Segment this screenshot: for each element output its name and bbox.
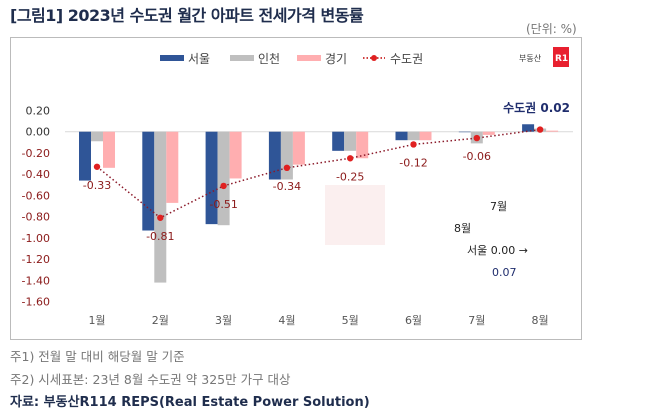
y-tick-label: -1.00 xyxy=(22,232,50,245)
bar-인천-3월 xyxy=(217,131,230,226)
y-tick-label: -0.40 xyxy=(22,168,50,181)
capital-point xyxy=(410,141,417,148)
watermark-logo xyxy=(325,185,385,245)
overlay-text: 0.07 xyxy=(492,266,517,279)
overlay-text: 7월 xyxy=(490,200,507,213)
overlay-text: 서울 0.00 → xyxy=(467,244,528,257)
bar-인천-4월 xyxy=(280,131,293,180)
legend-label-3: 수도권 xyxy=(390,52,423,66)
bar-인천-1월 xyxy=(91,131,103,142)
unit-label: (단위: %) xyxy=(526,22,577,36)
x-tick-label: 2월 xyxy=(152,314,169,327)
source: 자료: 부동산R114 REPS(Real Estate Power Solut… xyxy=(10,395,370,410)
x-tick-label: 1월 xyxy=(88,314,105,327)
bar-서울-5월 xyxy=(332,131,345,151)
capital-point xyxy=(536,126,544,133)
y-tick-label: -1.40 xyxy=(22,274,50,287)
bar-경기-5월 xyxy=(356,131,369,159)
capital-data-label: -0.81 xyxy=(146,230,174,243)
bar-서울-6월 xyxy=(395,131,408,141)
capital-point xyxy=(220,182,227,190)
overlay-text: 8월 xyxy=(454,222,471,235)
x-tick-label: 3월 xyxy=(215,314,232,327)
y-tick-label: -0.80 xyxy=(22,211,50,224)
x-tick-label: 6월 xyxy=(405,314,422,327)
x-tick-label: 7월 xyxy=(468,314,485,327)
bar-인천-2월 xyxy=(154,131,167,283)
bar-경기-7월 xyxy=(482,131,495,135)
y-tick-label: -1.60 xyxy=(22,296,50,309)
x-tick-label: 8월 xyxy=(532,314,549,327)
legend-swatch-2 xyxy=(297,55,321,61)
bar-경기-8월 xyxy=(546,130,559,132)
capital-line xyxy=(96,128,541,219)
x-tick-label: 4월 xyxy=(278,314,295,327)
bar-인천-6월 xyxy=(407,131,420,141)
y-tick-label: -0.60 xyxy=(22,189,50,202)
logo-badge-text: R114 xyxy=(555,54,581,64)
annotation-capital-latest: 수도권 0.02 xyxy=(503,101,570,115)
note-2: 주2) 시세표본: 23년 8월 수도권 약 325만 가구 대상 xyxy=(10,372,291,387)
capital-data-label: -0.51 xyxy=(209,198,237,211)
bar-경기-4월 xyxy=(292,131,305,165)
bar-경기-3월 xyxy=(229,131,242,179)
capital-point xyxy=(347,155,354,162)
bar-경기-6월 xyxy=(419,131,432,141)
bar-경기-2월 xyxy=(166,131,179,203)
legend-swatch-0 xyxy=(160,55,184,61)
capital-point xyxy=(157,214,164,221)
logo-text: 부동산 xyxy=(519,53,542,63)
y-tick-label: 0.20 xyxy=(26,104,51,117)
capital-data-label: -0.33 xyxy=(83,179,111,192)
legend-dot-capital xyxy=(371,55,377,61)
bar-서울-1월 xyxy=(79,131,91,181)
legend-label-0: 서울 xyxy=(188,52,210,66)
capital-point xyxy=(283,164,291,172)
legend-label-2: 경기 xyxy=(325,52,347,66)
bar-인천-5월 xyxy=(344,131,357,151)
x-tick-label: 5월 xyxy=(342,314,359,327)
y-tick-label: -1.20 xyxy=(22,253,50,266)
capital-point xyxy=(93,163,101,170)
bar-서울-8월 xyxy=(522,124,535,132)
bar-서울-4월 xyxy=(268,131,281,180)
bar-서울-7월 xyxy=(458,131,471,133)
chart-frame xyxy=(10,37,582,340)
capital-data-label: -0.06 xyxy=(463,150,491,163)
capital-data-label: -0.34 xyxy=(273,180,301,193)
bar-서울-2월 xyxy=(142,131,155,231)
logo-badge xyxy=(553,47,569,67)
capital-data-label: -0.25 xyxy=(336,170,364,183)
page-title: [그림1] 2023년 수도권 월간 아파트 전세가격 변동률 xyxy=(10,6,364,25)
bar-서울-3월 xyxy=(205,131,218,225)
bar-경기-1월 xyxy=(103,131,115,168)
y-tick-label: 0.00 xyxy=(26,126,51,139)
legend-label-1: 인천 xyxy=(258,51,280,66)
y-tick-label: -0.20 xyxy=(22,147,50,160)
capital-point xyxy=(473,134,480,142)
note-1: 주1) 전월 말 대비 해당월 말 기준 xyxy=(10,349,185,364)
capital-data-label: -0.12 xyxy=(399,156,427,169)
legend-swatch-1 xyxy=(230,55,254,61)
